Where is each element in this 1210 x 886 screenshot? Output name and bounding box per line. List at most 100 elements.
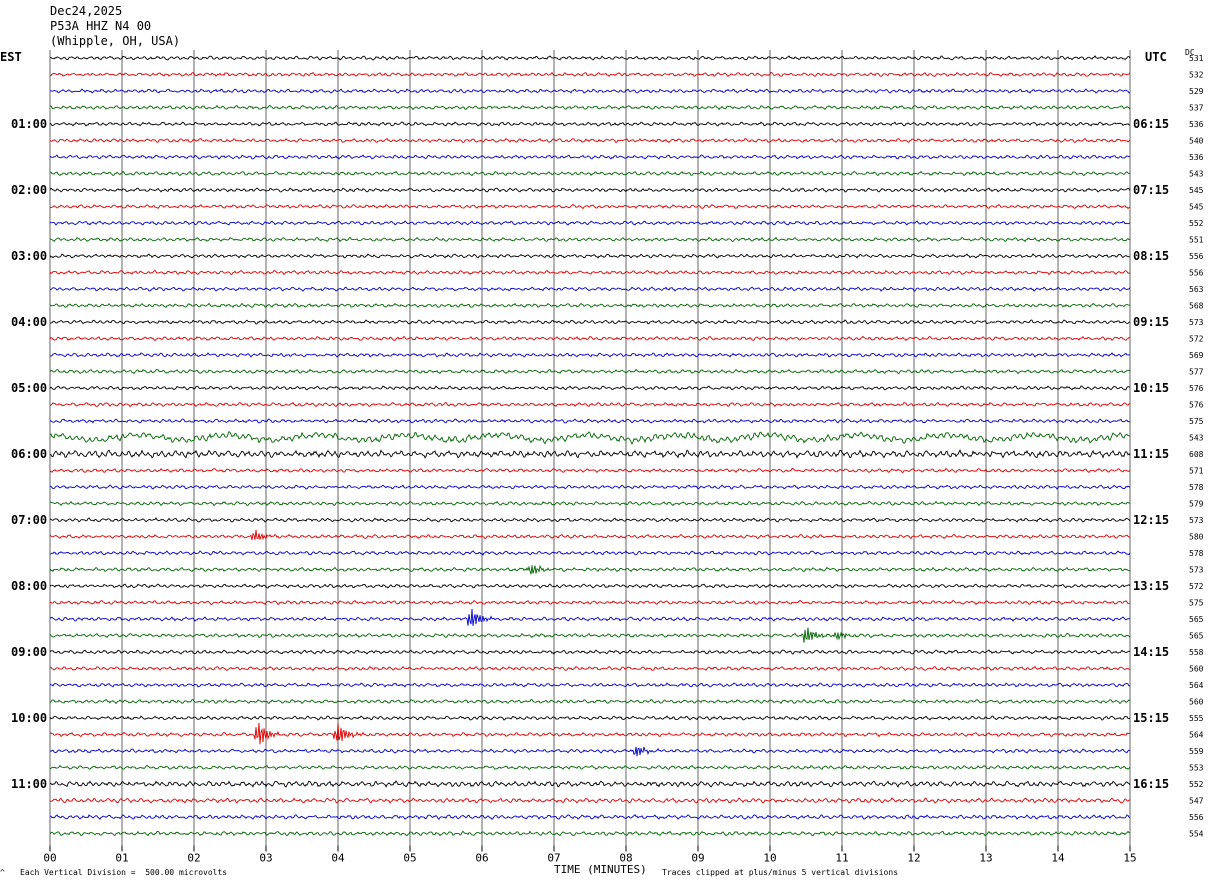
trace-row: [49, 467, 1131, 474]
est-label: EST: [0, 50, 22, 64]
dc-offset-label: 551: [1189, 236, 1204, 245]
x-axis-title: TIME (MINUTES): [554, 863, 647, 876]
trace-row: [49, 764, 1131, 770]
trace-row: [49, 665, 1131, 672]
dc-offset-label: 571: [1189, 467, 1204, 476]
left-hour-label: 08:00: [11, 579, 47, 593]
x-tick-label: 15: [1123, 852, 1136, 865]
clip-note: Traces clipped at plus/minus 5 vertical …: [662, 868, 899, 877]
trace-row: [49, 682, 1131, 688]
trace-row: [49, 220, 1131, 226]
trace-row: [49, 368, 1131, 375]
left-hour-label: 07:00: [11, 513, 47, 527]
trace-row: [49, 649, 1131, 655]
right-hour-label: 06:15: [1133, 117, 1169, 131]
dc-offset-label: 554: [1189, 830, 1204, 839]
dc-offset-label: 545: [1189, 203, 1204, 212]
dc-offset-label: 578: [1189, 549, 1204, 558]
x-tick-label: 12: [907, 852, 920, 865]
dc-offset-label: 543: [1189, 434, 1204, 443]
x-tick-label: 06: [475, 852, 488, 865]
dc-offset-label: 545: [1189, 186, 1204, 195]
trace-row: [49, 608, 1131, 626]
dc-offset-label: 556: [1189, 813, 1204, 822]
dc-offset-label: 536: [1189, 153, 1204, 162]
utc-label: UTC: [1145, 50, 1167, 64]
time-grid: [49, 50, 1131, 846]
left-hour-label: 06:00: [11, 447, 47, 461]
x-tick-label: 04: [331, 852, 345, 865]
corner-mark: ^: [0, 868, 5, 877]
trace-row: [49, 71, 1131, 78]
dc-offset-label: 531: [1189, 54, 1204, 63]
right-hour-label: 13:15: [1133, 579, 1169, 593]
dc-offset-label: 572: [1189, 335, 1204, 344]
right-hour-label: 12:15: [1133, 513, 1169, 527]
dc-offset-label: 569: [1189, 351, 1204, 360]
dc-offset-label: 537: [1189, 104, 1204, 113]
trace-row: [49, 302, 1131, 309]
dc-offset-label: 560: [1189, 665, 1204, 674]
right-hour-label: 07:15: [1133, 183, 1169, 197]
trace-row: [49, 352, 1131, 358]
trace-row: [49, 830, 1131, 837]
left-hour-label: 03:00: [11, 249, 47, 263]
dc-offset-label: 577: [1189, 368, 1204, 377]
x-tick-label: 13: [979, 852, 992, 865]
right-hour-label: 09:15: [1133, 315, 1169, 329]
trace-row: [49, 137, 1131, 144]
dc-offset-label: 555: [1189, 714, 1204, 723]
right-hour-labels: 06:15 07:15 08:15 09:15 10:15 11:15 12:15 13:15…: [1133, 117, 1169, 791]
trace-row: [49, 529, 1131, 541]
trace-row: [49, 203, 1131, 210]
left-hour-label: 04:00: [11, 315, 47, 329]
x-tick-label: 03: [259, 852, 272, 865]
dc-offset-label: 552: [1189, 780, 1204, 789]
trace-row: [49, 599, 1131, 606]
trace-row: [49, 55, 1131, 61]
trace-row: [49, 154, 1131, 160]
x-tick-label: 10: [763, 852, 776, 865]
seismic-traces: [49, 55, 1131, 837]
dc-offset-label: 575: [1189, 599, 1204, 608]
left-hour-label: 10:00: [11, 711, 47, 725]
dc-offset-label: 573: [1189, 516, 1204, 525]
trace-row: [49, 88, 1131, 94]
trace-row: [49, 430, 1131, 446]
dc-offset-label: 558: [1189, 648, 1204, 657]
x-tick-label: 02: [187, 852, 200, 865]
dc-offset-label: 552: [1189, 219, 1204, 228]
x-tick-label: 00: [43, 852, 56, 865]
trace-row: [49, 627, 1131, 643]
trace-row: [49, 104, 1131, 111]
dc-offset-label: 543: [1189, 170, 1204, 179]
scale-note: Each Vertical Division = 500.00 microvol…: [20, 868, 228, 877]
dc-offset-label: 575: [1189, 417, 1204, 426]
plot-date: Dec24,2025: [50, 4, 123, 18]
x-tick-label: 14: [1051, 852, 1065, 865]
x-axis-ticks: 00 01 02 03 04 05 06 07 08 09 10 11 12 13 14 15: [43, 845, 1137, 865]
x-tick-label: 01: [115, 852, 128, 865]
dc-offset-label: 532: [1189, 71, 1204, 80]
trace-row: [49, 269, 1131, 276]
trace-row: [49, 319, 1131, 325]
dc-offset-label: 563: [1189, 285, 1204, 294]
trace-row: [49, 517, 1131, 523]
trace-row: [49, 746, 1131, 757]
dc-offset-label: 556: [1189, 252, 1204, 261]
x-tick-label: 11: [835, 852, 848, 865]
dc-offset-label: 576: [1189, 401, 1204, 410]
dc-offset-label: 556: [1189, 269, 1204, 278]
trace-row: [49, 722, 1131, 745]
trace-row: [49, 449, 1131, 459]
dc-offset-label: 564: [1189, 681, 1204, 690]
dc-offset-label: 573: [1189, 566, 1204, 575]
trace-row: [49, 335, 1131, 342]
trace-row: [49, 715, 1131, 721]
trace-row: [49, 484, 1131, 490]
trace-row: [49, 418, 1131, 424]
station-id: P53A HHZ N4 00: [50, 19, 152, 33]
station-location: (Whipple, OH, USA): [50, 34, 181, 48]
right-hour-label: 08:15: [1133, 249, 1169, 263]
